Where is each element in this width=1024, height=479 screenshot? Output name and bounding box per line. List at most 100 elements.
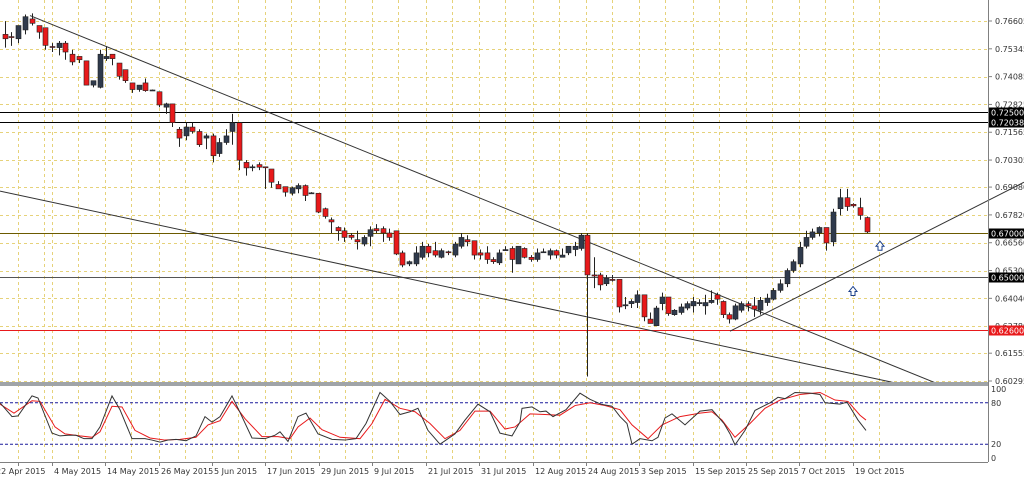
candle-bull — [572, 245, 579, 250]
candle-bear — [142, 82, 149, 91]
price-tick-label: 0.72825 — [995, 100, 1024, 109]
candle-bear — [616, 279, 623, 308]
candle-bear — [42, 27, 49, 46]
candle-bull — [764, 297, 771, 303]
candle-bear — [726, 314, 733, 320]
level-label-box — [989, 272, 1024, 283]
candle-bull — [770, 290, 777, 300]
candle-bull — [56, 42, 63, 48]
candle-bull — [738, 303, 745, 311]
date-tick-label: 22 Apr 2015 — [0, 467, 45, 476]
date-tick-label: 31 Jul 2015 — [481, 467, 526, 476]
candle-bear — [156, 91, 163, 106]
date-tick-label: 26 May 2015 — [161, 467, 213, 476]
osc-tick-label: 100 — [991, 385, 1006, 394]
trendline-lower-downtrend[interactable] — [0, 190, 897, 384]
osc-tick-label: 0 — [991, 454, 996, 463]
candle-bear — [256, 164, 263, 168]
level-label-text: 0.72038 — [991, 119, 1024, 128]
price-tick-label: 0.71565 — [995, 128, 1024, 137]
candle-bear — [823, 227, 830, 244]
candle-bull — [15, 25, 22, 40]
price-tick-label: 0.61555 — [995, 349, 1024, 358]
candle-bull — [671, 309, 678, 315]
candle-bear — [521, 248, 528, 258]
candle-bear — [8, 36, 15, 38]
horizontal-levels[interactable] — [0, 112, 988, 331]
candle-bear — [857, 207, 864, 216]
candle-bull — [777, 283, 784, 291]
candle-bull — [622, 304, 629, 307]
candle-bull — [540, 251, 547, 254]
date-tick-label: 9 Jul 2015 — [374, 467, 414, 476]
candle-bear — [864, 217, 871, 233]
candle-bear — [647, 318, 654, 324]
candle-bull — [534, 252, 541, 260]
oscillator-axis: 100 80 20 0 — [991, 385, 1006, 463]
candle-bear — [116, 62, 123, 77]
candle-bear — [597, 274, 604, 286]
candle-bear — [275, 184, 282, 190]
candle-bear — [850, 204, 857, 207]
candle-bull — [803, 237, 810, 247]
candle-bear — [641, 294, 648, 318]
level-label-box — [989, 107, 1024, 118]
price-tick-label: 0.60295 — [995, 377, 1024, 386]
candle-bull — [458, 237, 465, 247]
date-tick-label: 19 Oct 2015 — [855, 467, 904, 476]
candle-bear — [335, 227, 342, 232]
date-tick-label: 24 Aug 2015 — [588, 467, 639, 476]
candle-bull — [757, 300, 764, 311]
candle-bear — [386, 232, 393, 238]
date-tick-label: 5 Jun 2015 — [214, 467, 257, 476]
candle-bear — [49, 46, 56, 48]
candle-bull — [361, 237, 368, 245]
candle-bull — [22, 16, 29, 31]
candle-bear — [76, 56, 83, 61]
candle-bull — [696, 302, 703, 304]
candle-bull — [289, 187, 296, 194]
stochastic-oscillator-pane — [0, 391, 988, 446]
candle-bear — [745, 303, 752, 307]
candle-bear — [328, 219, 335, 223]
candle-bear — [322, 208, 329, 217]
candle-bear — [509, 248, 516, 260]
candle-bear — [528, 256, 535, 260]
candle-bull — [308, 192, 315, 195]
candle-bear — [609, 279, 616, 281]
candle-bear — [720, 301, 727, 315]
date-tick-label: 7 Oct 2015 — [801, 467, 845, 476]
candle-bull — [603, 277, 610, 285]
up-arrow-1-icon[interactable] — [874, 240, 886, 251]
candle-bear — [341, 230, 348, 238]
osc-tick-label: 20 — [991, 440, 1001, 449]
trendline-uptrend[interactable] — [729, 181, 1024, 332]
candle-bull — [702, 302, 709, 307]
price-tick-label: 0.75345 — [995, 45, 1024, 54]
candle-bear — [268, 168, 275, 183]
arrow-markers[interactable] — [847, 240, 886, 296]
candle-bear — [399, 252, 406, 266]
level-label-box — [989, 228, 1024, 239]
candle-bull — [708, 300, 715, 303]
candle-bull — [565, 245, 572, 254]
osc-tick-label: 80 — [991, 399, 1001, 408]
level-label-text: 0.62600 — [991, 327, 1024, 336]
date-tick-label: 3 Sep 2015 — [641, 467, 687, 476]
candle-bear — [373, 228, 380, 232]
candle-bear — [196, 131, 203, 146]
candle-bull — [229, 122, 236, 132]
candle-bull — [295, 185, 302, 190]
trendline-upper-downtrend[interactable] — [29, 15, 937, 384]
trendlines[interactable] — [0, 15, 1024, 384]
pane-separator[interactable] — [0, 382, 988, 386]
candle-bull — [136, 84, 143, 90]
candle-bear — [471, 240, 478, 256]
candle-bull — [438, 250, 445, 258]
up-arrow-2-icon[interactable] — [847, 285, 859, 296]
